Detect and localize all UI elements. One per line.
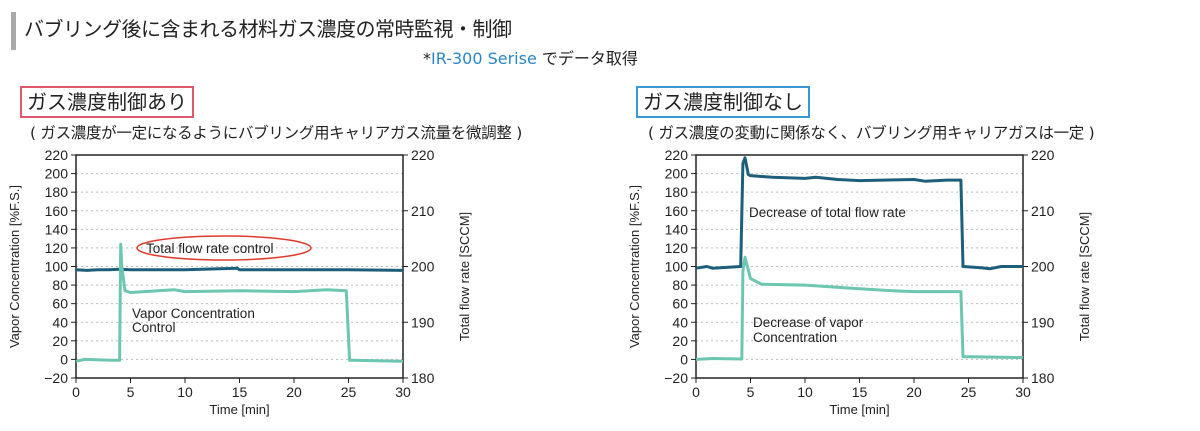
annotation: Decrease of vapor: [753, 315, 864, 330]
y-axis-label: Vapor Concentration [%F.S.]: [627, 185, 642, 348]
y-tick-label: 140: [665, 221, 689, 237]
data-source-suffix: でデータ取得: [536, 49, 638, 68]
annotation: Decrease of total flow rate: [749, 205, 906, 220]
y-tick-label: 120: [665, 240, 689, 256]
y-tick-label: 0: [60, 351, 68, 367]
x-axis-label: Time [min]: [829, 402, 889, 417]
x-tick-label: 10: [177, 384, 193, 400]
series-total-flow-rate: [695, 156, 1023, 271]
chart-with-control: −200204060801001201401601802002201801902…: [7, 147, 472, 417]
highlight-ellipse: [136, 235, 312, 261]
y-tick-label: 40: [672, 314, 688, 330]
y2-axis-label: Total flow rate [SCCM]: [1077, 212, 1092, 341]
y2-tick-label: 200: [411, 259, 435, 275]
y-tick-label: 220: [45, 147, 69, 163]
y2-tick-label: 190: [411, 314, 435, 330]
annotation: Concentration: [753, 330, 837, 345]
y-tick-label: 180: [45, 184, 69, 200]
series-vapor-concentration: [75, 242, 404, 363]
y-tick-label: 180: [665, 184, 689, 200]
y-tick-label: 60: [672, 296, 688, 312]
x-axis-label: Time [min]: [209, 402, 269, 417]
y-tick-label: 40: [52, 314, 68, 330]
y-tick-label: 60: [52, 296, 68, 312]
y-tick-label: 120: [45, 240, 69, 256]
y-tick-label: 160: [665, 203, 689, 219]
page-title: バブリング後に含まれる材料ガス濃度の常時監視・制御: [24, 17, 512, 41]
x-tick-label: 5: [127, 384, 135, 400]
panel-note-with-control: ( ガス濃度が一定になるようにバブリング用キャリアガス流量を微調整 ): [30, 124, 522, 142]
asterisk: *: [423, 49, 431, 68]
x-tick-label: 25: [961, 384, 977, 400]
y-tick-label: 220: [665, 147, 689, 163]
y-tick-label: 100: [45, 259, 69, 275]
y-tick-label: 200: [665, 166, 689, 182]
x-tick-label: 25: [341, 384, 357, 400]
series-vapor-concentration: [695, 255, 1024, 361]
panel-label-without-control: ガス濃度制御なし: [636, 86, 810, 118]
x-tick-label: 0: [692, 384, 700, 400]
y-tick-label: −20: [664, 370, 688, 386]
y-tick-label: 20: [672, 333, 688, 349]
chart-without-control: −200204060801001201401601802002201801902…: [627, 147, 1092, 417]
plot-frame: [75, 154, 404, 379]
x-tick-label: 15: [852, 384, 868, 400]
x-tick-label: 10: [797, 384, 813, 400]
title-accent-bar: [11, 12, 16, 50]
y2-tick-label: 220: [1031, 147, 1055, 163]
x-tick-label: 20: [906, 384, 922, 400]
annotation: Control: [132, 320, 176, 335]
annotation: Vapor Concentration: [132, 306, 255, 321]
data-source-note: *IR-300 Serise でデータ取得: [423, 45, 638, 69]
x-tick-label: 20: [286, 384, 302, 400]
x-tick-label: 30: [1015, 384, 1031, 400]
y-tick-label: 20: [52, 333, 68, 349]
y-tick-label: 80: [672, 277, 688, 293]
y-axis-label: Vapor Concentration [%F.S.]: [7, 185, 22, 348]
x-tick-label: 5: [747, 384, 755, 400]
y2-axis-label: Total flow rate [SCCM]: [457, 212, 472, 341]
y-tick-label: 200: [45, 166, 69, 182]
y2-tick-label: 200: [1031, 259, 1055, 275]
x-tick-label: 0: [72, 384, 80, 400]
x-tick-label: 15: [232, 384, 248, 400]
y-tick-label: 160: [45, 203, 69, 219]
panel-label-with-control: ガス濃度制御あり: [20, 86, 194, 118]
x-tick-label: 30: [395, 384, 411, 400]
y-tick-label: 0: [680, 351, 688, 367]
y2-tick-label: 180: [1031, 370, 1055, 386]
y-tick-label: −20: [44, 370, 68, 386]
y2-tick-label: 210: [411, 203, 435, 219]
y2-tick-label: 190: [1031, 314, 1055, 330]
y2-tick-label: 220: [411, 147, 435, 163]
y-tick-label: 80: [52, 277, 68, 293]
series-total-flow-rate: [75, 266, 404, 272]
y-tick-label: 100: [665, 259, 689, 275]
panel-note-without-control: ( ガス濃度の変動に関係なく、バブリング用キャリアガスは一定 ): [648, 124, 1095, 142]
y2-tick-label: 180: [411, 370, 435, 386]
annotation: Total flow rate control: [146, 241, 274, 256]
y-tick-label: 140: [45, 221, 69, 237]
product-name: IR-300 Serise: [431, 49, 537, 68]
y2-tick-label: 210: [1031, 203, 1055, 219]
